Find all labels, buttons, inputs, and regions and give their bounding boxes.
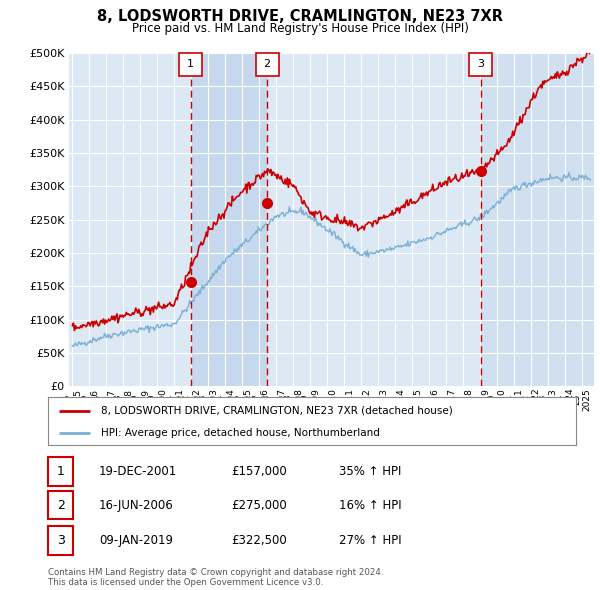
Text: 1: 1 — [187, 60, 194, 69]
Text: Contains HM Land Registry data © Crown copyright and database right 2024.
This d: Contains HM Land Registry data © Crown c… — [48, 568, 383, 587]
Text: 8, LODSWORTH DRIVE, CRAMLINGTON, NE23 7XR: 8, LODSWORTH DRIVE, CRAMLINGTON, NE23 7X… — [97, 9, 503, 24]
Text: 19-DEC-2001: 19-DEC-2001 — [99, 465, 177, 478]
Text: 2: 2 — [56, 499, 65, 512]
Text: 3: 3 — [477, 60, 484, 69]
Text: £157,000: £157,000 — [231, 465, 287, 478]
Text: Price paid vs. HM Land Registry's House Price Index (HPI): Price paid vs. HM Land Registry's House … — [131, 22, 469, 35]
Text: 27% ↑ HPI: 27% ↑ HPI — [339, 534, 401, 547]
Text: HPI: Average price, detached house, Northumberland: HPI: Average price, detached house, Nort… — [101, 428, 380, 438]
Text: 09-JAN-2019: 09-JAN-2019 — [99, 534, 173, 547]
Text: 3: 3 — [56, 534, 65, 547]
Text: 35% ↑ HPI: 35% ↑ HPI — [339, 465, 401, 478]
Text: 16% ↑ HPI: 16% ↑ HPI — [339, 499, 401, 512]
Text: £322,500: £322,500 — [231, 534, 287, 547]
Text: 8, LODSWORTH DRIVE, CRAMLINGTON, NE23 7XR (detached house): 8, LODSWORTH DRIVE, CRAMLINGTON, NE23 7X… — [101, 405, 452, 415]
Text: 16-JUN-2006: 16-JUN-2006 — [99, 499, 174, 512]
Bar — [267, 53, 481, 386]
Text: 2: 2 — [263, 60, 271, 69]
Text: 1: 1 — [56, 465, 65, 478]
Text: £275,000: £275,000 — [231, 499, 287, 512]
Bar — [481, 53, 599, 386]
Bar — [191, 53, 267, 386]
